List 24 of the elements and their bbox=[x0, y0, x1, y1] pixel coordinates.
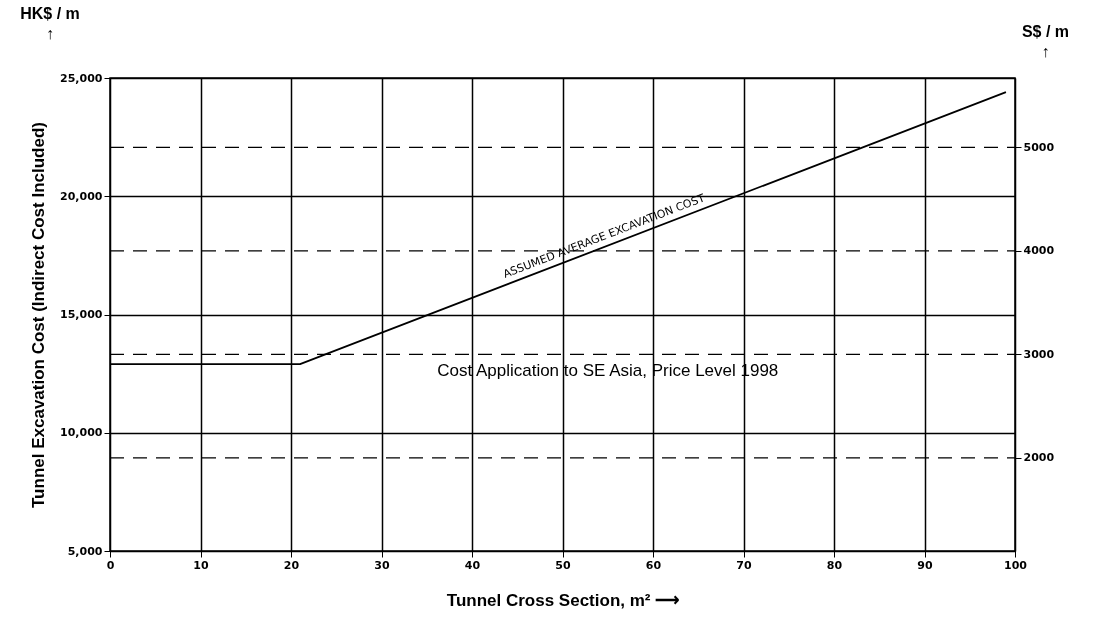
x-tick-label: 0 bbox=[106, 558, 115, 572]
y2-tick-label: 4000 bbox=[1023, 244, 1055, 258]
y-tick-label: 25,000 bbox=[60, 71, 103, 85]
x-tick-label: 100 bbox=[1004, 558, 1028, 572]
x-tick-label: 50 bbox=[555, 558, 571, 572]
y-tick-label: 10,000 bbox=[60, 426, 103, 440]
x-tick-label: 60 bbox=[645, 558, 662, 572]
x-tick-label: 90 bbox=[917, 558, 933, 572]
y-tick-label: 15,000 bbox=[60, 308, 103, 321]
x-tick-label: 40 bbox=[464, 558, 481, 572]
x-tick-label: 20 bbox=[283, 558, 300, 572]
y-axis-title: Tunnel Excavation Cost (Indirect Cost Included) bbox=[29, 121, 49, 509]
y-tick-label: 20,000 bbox=[60, 189, 103, 203]
y2-tick-label: 3000 bbox=[1023, 347, 1055, 361]
x-tick-label: 30 bbox=[374, 558, 390, 572]
text: HK$ / m ↑ bbox=[20, 5, 80, 42]
y2-tick-label: 2000 bbox=[1023, 451, 1055, 465]
y-tick-label: 5,000 bbox=[67, 544, 103, 558]
y2-axis-title: S$ / m ↑ bbox=[1021, 22, 1070, 60]
x-tick-label: 10 bbox=[193, 558, 209, 572]
x-tick-label: 70 bbox=[736, 558, 752, 572]
x-tick-label: 80 bbox=[826, 558, 843, 572]
x-axis-title: Tunnel Cross Section, m² ⟶ bbox=[446, 590, 680, 610]
y2-tick-label: 5000 bbox=[1023, 140, 1055, 154]
